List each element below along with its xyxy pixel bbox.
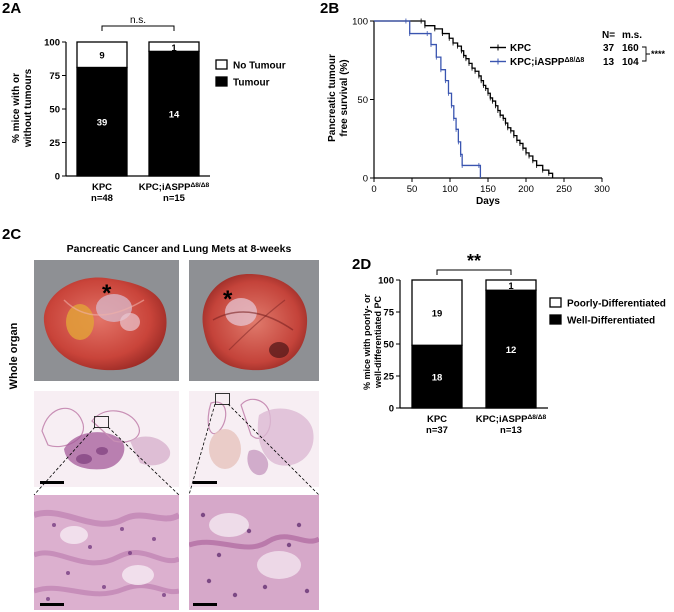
legend-swatch bbox=[549, 297, 562, 308]
x-category-sublabel: n=13 bbox=[500, 425, 522, 436]
ylabel-2a-line2: without tumours bbox=[23, 68, 34, 148]
bar-count-label: 1 bbox=[508, 281, 514, 292]
organ-photo-left: * bbox=[34, 260, 179, 381]
x-category-label: KPC;iASPPΔ8/Δ8 bbox=[476, 414, 547, 426]
chart-2d: % mice with poorly- or well-differentiat… bbox=[362, 251, 666, 436]
organ-photo-right: * bbox=[189, 260, 319, 381]
ylabel-2d-line1: % mice with poorly- or bbox=[362, 293, 372, 390]
y-tick-label: 0 bbox=[389, 404, 394, 415]
bar-count-label: 19 bbox=[432, 309, 443, 320]
legend-label: Tumour bbox=[233, 78, 270, 89]
bar-segment bbox=[411, 279, 463, 346]
significance-bracket bbox=[642, 46, 650, 62]
x-tick-label: 200 bbox=[518, 184, 534, 195]
legend-label: Poorly-Differentiated bbox=[567, 299, 666, 310]
y-tick-label: 25 bbox=[49, 138, 60, 149]
bar-count-label: 12 bbox=[506, 345, 517, 356]
legend-label: No Tumour bbox=[233, 61, 286, 72]
x-category-label: KPC bbox=[92, 182, 112, 193]
bar-segment bbox=[76, 41, 128, 69]
legend-swatch bbox=[549, 314, 562, 325]
significance-label: **** bbox=[651, 49, 666, 59]
scale-bar-left-low bbox=[40, 481, 64, 484]
bar-count-label: 1 bbox=[171, 43, 177, 54]
x-category-sublabel: n=48 bbox=[91, 193, 113, 204]
x-tick-label: 100 bbox=[442, 184, 458, 195]
histology-high-mag-left bbox=[34, 495, 179, 610]
y-tick-label: 25 bbox=[383, 372, 394, 383]
significance-label: n.s. bbox=[130, 15, 146, 26]
x-category-sublabel: n=15 bbox=[163, 193, 186, 204]
survival-line-iaspp bbox=[374, 20, 482, 178]
panel-label-2a: 2A bbox=[2, 0, 22, 17]
x-tick-label: 300 bbox=[594, 184, 610, 195]
legend-label: Well-Differentiated bbox=[567, 316, 655, 327]
figure-2c-title: Pancreatic Cancer and Lung Mets at 8-wee… bbox=[66, 243, 292, 255]
ylabel-2d-line2: well-differentiated PC bbox=[373, 295, 383, 389]
scale-bar-right-high bbox=[193, 603, 217, 606]
panel-label-2c: 2C bbox=[2, 226, 22, 243]
y-tick-label: 0 bbox=[363, 174, 368, 185]
legend-n-value: 13 bbox=[603, 57, 615, 68]
x-tick-label: 150 bbox=[480, 184, 496, 195]
y-tick-label: 75 bbox=[383, 308, 394, 319]
histology-low-mag-right bbox=[189, 391, 319, 487]
legend-median-value: 160 bbox=[622, 43, 639, 54]
bar-count-label: 18 bbox=[432, 373, 443, 384]
significance-bracket bbox=[101, 25, 175, 31]
legend-n-value: 37 bbox=[603, 43, 615, 54]
x-tick-label: 250 bbox=[556, 184, 572, 195]
significance-bracket bbox=[436, 269, 512, 275]
xlabel-2b: Days bbox=[476, 196, 500, 207]
y-tick-label: 100 bbox=[44, 38, 60, 49]
organ-marker-right: * bbox=[223, 286, 233, 313]
y-tick-label: 50 bbox=[383, 340, 394, 351]
legend-header-ms: m.s. bbox=[622, 30, 642, 41]
legend-header-n: N= bbox=[602, 30, 615, 41]
y-tick-label: 50 bbox=[49, 105, 60, 116]
bar-count-label: 39 bbox=[97, 118, 108, 129]
legend-swatch bbox=[215, 59, 228, 70]
y-tick-label: 100 bbox=[378, 276, 394, 287]
bar-segment bbox=[485, 279, 537, 291]
histology-low-mag-left bbox=[34, 391, 179, 487]
chart-2b: Pancreatic tumour free survival (%) Days… bbox=[327, 17, 666, 208]
legend-label: KPC;iASPPΔ8/Δ8 bbox=[510, 57, 584, 69]
bar-segment bbox=[148, 41, 200, 53]
zoom-box-left bbox=[94, 416, 109, 428]
y-tick-label: 75 bbox=[49, 71, 60, 82]
panel-label-2d: 2D bbox=[352, 256, 372, 273]
bar-count-label: 14 bbox=[169, 110, 180, 121]
panel-label-2b: 2B bbox=[320, 0, 340, 17]
ylabel-2b-line1: Pancreatic tumour bbox=[327, 54, 338, 142]
significance-label: ** bbox=[467, 251, 481, 271]
bar-segment bbox=[76, 66, 128, 177]
organ-marker-left: * bbox=[102, 280, 112, 307]
ylabel-2a-line1: % mice with or bbox=[11, 73, 22, 143]
legend-median-value: 104 bbox=[622, 57, 639, 68]
histology-high-mag-right bbox=[189, 495, 319, 610]
whole-organ-label: Whole organ bbox=[8, 322, 20, 390]
y-tick-label: 50 bbox=[357, 95, 368, 106]
y-tick-label: 0 bbox=[55, 172, 60, 183]
x-category-label: KPC bbox=[427, 414, 447, 425]
legend-label: KPC bbox=[510, 43, 531, 54]
bar-count-label: 9 bbox=[99, 51, 104, 62]
zoom-box-right bbox=[215, 393, 230, 405]
x-category-sublabel: n=37 bbox=[426, 425, 448, 436]
x-tick-label: 0 bbox=[371, 184, 376, 195]
chart-2a: % mice with or without tumours 0 25 50 75 10… bbox=[11, 15, 286, 204]
scale-bar-left-high bbox=[40, 603, 64, 606]
x-tick-label: 50 bbox=[407, 184, 418, 195]
bar-segment bbox=[411, 344, 463, 409]
legend-swatch bbox=[215, 76, 228, 87]
y-tick-label: 100 bbox=[352, 17, 368, 28]
x-category-label: KPC;iASPPΔ8/Δ8 bbox=[139, 182, 210, 194]
ylabel-2b-line2: free survival (%) bbox=[339, 59, 350, 136]
bar-segment bbox=[485, 289, 537, 409]
scale-bar-right-low bbox=[193, 481, 217, 484]
